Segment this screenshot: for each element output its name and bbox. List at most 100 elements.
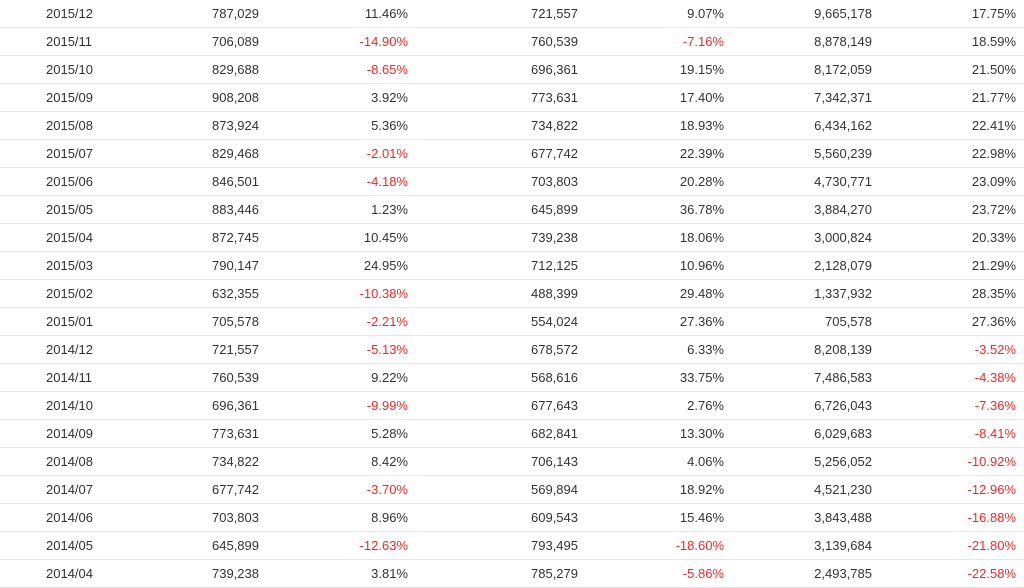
table-cell: 27.36% [679,314,724,329]
table-cell: 677,643 [531,398,578,413]
table-row: 2015/06 846,501 -4.18% 703,803 20.28% 4,730,7… [0,168,1024,196]
table-cell: 21.77% [971,90,1016,105]
table-cell: 4,521,230 [814,482,872,497]
table-cell: 696,361 [531,62,578,77]
table-cell: 739,238 [531,230,578,245]
table-cell: 829,468 [212,146,259,161]
table-cell: 8.42% [371,454,408,469]
table-row: 2015/10 829,688 -8.65% 696,361 19.15% 8,172,0… [0,56,1024,84]
table-cell: -4.18% [366,174,408,189]
table-row: 2015/08 873,924 5.36% 734,822 18.93% 6,434,16… [0,112,1024,140]
table-cell: 2015/08 [46,118,93,133]
table-cell: 883,446 [212,202,259,217]
table-cell: -5.13% [366,342,408,357]
table-cell: 21.50% [971,62,1016,77]
table-cell: 29.48% [679,286,724,301]
table-cell: 632,355 [212,286,259,301]
table-cell: 773,631 [212,426,259,441]
table-cell: 3,000,824 [814,230,872,245]
table-cell: 7,342,371 [814,90,872,105]
table-cell: 20.28% [679,174,724,189]
table-cell: 2014/05 [46,538,93,553]
table-cell: 2015/05 [46,202,93,217]
table-cell: 734,822 [531,118,578,133]
table-cell: 703,803 [531,174,578,189]
table-cell: 5.36% [371,118,408,133]
table-cell: 739,238 [212,566,259,581]
table-cell: 24.95% [363,258,408,273]
table-cell: -9.99% [366,398,408,413]
table-cell: 10.45% [363,230,408,245]
table-cell: 23.09% [971,174,1016,189]
table-row: 2014/09 773,631 5.28% 682,841 13.30% 6,029,68… [0,420,1024,448]
table-cell: 2,128,079 [814,258,872,273]
table-cell: 721,557 [212,342,259,357]
table-cell: 18.92% [679,482,724,497]
table-cell: 2015/09 [46,90,93,105]
table-cell: 5,256,052 [814,454,872,469]
table-cell: -3.70% [366,482,408,497]
table-row: 2015/11 706,089 -14.90% 760,539 -7.16% 8,878,… [0,28,1024,56]
table-cell: -8.65% [366,62,408,77]
table-cell: 10.96% [679,258,724,273]
table-cell: 28.35% [971,286,1016,301]
table-cell: 846,501 [212,174,259,189]
table-cell: 18.93% [679,118,724,133]
table-row: 2014/05 645,899 -12.63% 793,495 -18.60% 3,139… [0,532,1024,560]
table-cell: 2014/11 [46,370,93,385]
table-cell: 773,631 [531,90,578,105]
table-cell: 1,337,932 [814,286,872,301]
table-cell: 2015/02 [46,286,93,301]
table-cell: 872,745 [212,230,259,245]
table-cell: 2015/06 [46,174,93,189]
table-cell: 4.06% [687,454,724,469]
table-cell: 8,208,139 [814,342,872,357]
table-cell: -10.38% [359,286,408,301]
table-row: 2015/05 883,446 1.23% 645,899 36.78% 3,884,27… [0,196,1024,224]
table-row: 2014/11 760,539 9.22% 568,616 33.75% 7,486,58… [0,364,1024,392]
table-cell: 2,493,785 [814,566,872,581]
table-cell: -7.16% [682,34,724,49]
table-cell: 2014/08 [46,454,93,469]
table-cell: 2015/11 [46,34,93,49]
table-cell: 22.41% [971,118,1016,133]
table-cell: 609,543 [531,510,578,525]
table-row: 2015/04 872,745 10.45% 739,238 18.06% 3,000,8… [0,224,1024,252]
table-cell: 6,726,043 [814,398,872,413]
table-cell: -5.86% [682,566,724,581]
table-cell: 568,616 [531,370,578,385]
table-cell: 706,089 [212,34,259,49]
table-cell: -10.92% [967,454,1016,469]
table-cell: 793,495 [531,538,578,553]
table-cell: 2014/09 [46,426,93,441]
table-cell: 2015/10 [46,62,93,77]
table-cell: 3,884,270 [814,202,872,217]
table-cell: 17.40% [679,90,724,105]
table-cell: 8.96% [371,510,408,525]
table-cell: 36.78% [679,202,724,217]
table-cell: 18.06% [679,230,724,245]
table-cell: 9.07% [687,6,724,21]
table-cell: 13.30% [679,426,724,441]
table-cell: 4,730,771 [814,174,872,189]
table-cell: 829,688 [212,62,259,77]
table-row: 2015/12 787,029 11.46% 721,557 9.07% 9,665,17… [0,0,1024,28]
table-cell: 22.98% [971,146,1016,161]
table-cell: 5.28% [371,426,408,441]
table-row: 2015/01 705,578 -2.21% 554,024 27.36% 705,578… [0,308,1024,336]
table-cell: -14.90% [359,34,408,49]
table-cell: 721,557 [531,6,578,21]
table-cell: 2014/04 [46,566,93,581]
table-cell: 2.76% [687,398,724,413]
table-row: 2014/12 721,557 -5.13% 678,572 6.33% 8,208,13… [0,336,1024,364]
table-row: 2014/10 696,361 -9.99% 677,643 2.76% 6,726,04… [0,392,1024,420]
table-cell: 17.75% [971,6,1016,21]
table-cell: 705,578 [212,314,259,329]
table-cell: 9,665,178 [814,6,872,21]
table-cell: 734,822 [212,454,259,469]
table-cell: -3.52% [974,342,1016,357]
table-cell: -21.80% [967,538,1016,553]
table-cell: 15.46% [679,510,724,525]
table-cell: 2015/01 [46,314,93,329]
